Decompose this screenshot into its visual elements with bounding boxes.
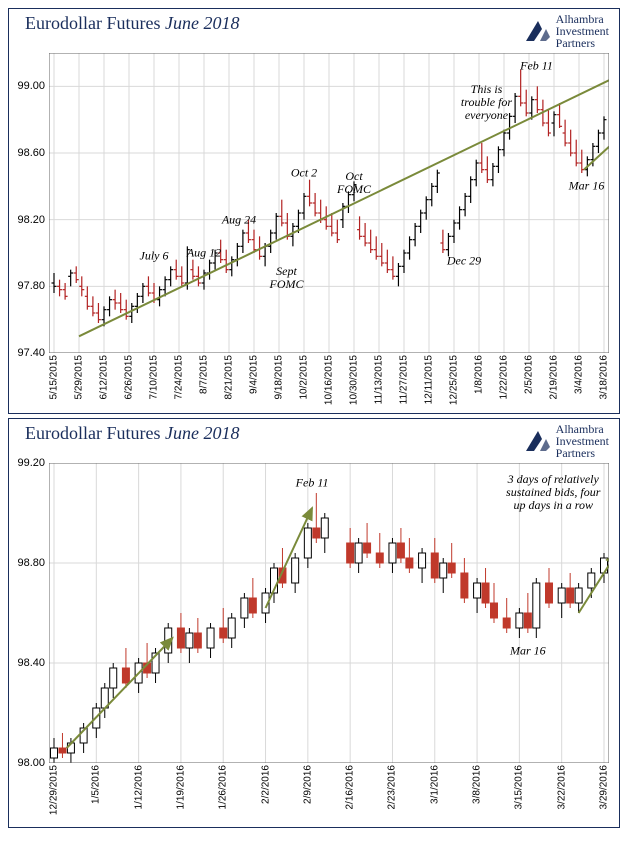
xtick-label: 3/4/2016 [574,355,585,394]
chart-annotation: This is trouble for everyone [461,83,512,123]
xtick-label: 5/15/2015 [49,355,60,400]
chart-annotation: Oct FOMC [337,170,371,196]
page: Eurodollar Futures June 2018 Alhambra In… [0,0,628,836]
ytick-label: 97.80 [17,280,45,292]
top-panel: Eurodollar Futures June 2018 Alhambra In… [8,8,620,414]
chart-annotation: Sept FOMC [270,265,304,291]
xtick-label: 3/29/2016 [599,765,610,810]
xtick-label: 10/16/2015 [324,355,335,405]
title-italic: June 2018 [165,423,239,443]
xtick-label: 2/2/2016 [260,765,271,804]
xtick-label: 7/24/2015 [174,355,185,400]
xtick-label: 1/26/2016 [218,765,229,810]
logo-text: Alhambra Investment Partners [556,423,609,459]
chart-annotation: Mar 16 [510,644,546,657]
chart-annotation: Aug 12 [187,246,221,259]
chart-annotation: Oct 2 [291,166,317,179]
xtick-label: 2/16/2016 [345,765,356,810]
xtick-label: 12/25/2015 [449,355,460,405]
chart-annotation: Dec 29 [447,255,481,268]
xtick-label: 1/8/2016 [474,355,485,394]
ytick-label: 98.20 [17,214,45,226]
xtick-label: 2/23/2016 [387,765,398,810]
chart-annotation: July 6 [140,250,169,263]
xtick-label: 12/29/2015 [49,765,60,815]
logo: Alhambra Investment Partners [524,13,609,49]
xtick-label: 1/22/2016 [499,355,510,400]
chart-annotation: Feb 11 [296,476,329,489]
xtick-label: 3/1/2016 [429,765,440,804]
xtick-label: 1/5/2016 [91,765,102,804]
chart-annotation: Mar 16 [569,180,605,193]
ytick-label: 99.00 [17,80,45,92]
xtick-label: 3/15/2016 [514,765,525,810]
ytick-label: 98.60 [17,147,45,159]
chart-annotation: 3 days of relatively sustained bids, fou… [506,473,600,513]
bottom-plot: 98.0098.4098.8099.2012/29/20151/5/20161/… [49,463,609,763]
logo-icon [524,17,552,45]
logo: Alhambra Investment Partners [524,423,609,459]
xtick-label: 3/18/2016 [599,355,610,400]
chart-annotation: Feb 11 [520,60,553,73]
xtick-label: 2/9/2016 [302,765,313,804]
xtick-label: 8/7/2015 [199,355,210,394]
bottom-chart-title: Eurodollar Futures June 2018 [25,423,239,444]
xtick-label: 6/26/2015 [124,355,135,400]
logo-icon [524,427,552,455]
chart-annotation: Aug 24 [222,213,256,226]
ytick-label: 98.00 [17,757,45,769]
logo-text: Alhambra Investment Partners [556,13,609,49]
xtick-label: 10/30/2015 [349,355,360,405]
logo-line: Partners [556,37,609,49]
xtick-label: 1/12/2016 [133,765,144,810]
ytick-label: 98.40 [17,657,45,669]
title-text: Eurodollar Futures [25,423,165,443]
xtick-label: 11/27/2015 [399,355,410,404]
ytick-label: 97.40 [17,347,45,359]
xtick-label: 6/12/2015 [99,355,110,400]
xtick-label: 3/22/2016 [556,765,567,810]
title-text: Eurodollar Futures [25,13,165,33]
xtick-label: 7/10/2015 [149,355,160,400]
xtick-label: 5/29/2015 [74,355,85,400]
ytick-label: 99.20 [17,457,45,469]
logo-line: Partners [556,447,609,459]
xtick-label: 2/5/2016 [524,355,535,394]
xtick-label: 11/13/2015 [374,355,385,404]
xtick-label: 8/21/2015 [224,355,235,400]
top-chart-title: Eurodollar Futures June 2018 [25,13,239,34]
xtick-label: 2/19/2016 [549,355,560,400]
xtick-label: 12/11/2015 [424,355,435,404]
bottom-title-row: Eurodollar Futures June 2018 Alhambra In… [9,419,619,459]
xtick-label: 1/19/2016 [175,765,186,810]
xtick-label: 10/2/2015 [299,355,310,400]
title-italic: June 2018 [165,13,239,33]
xtick-label: 9/4/2015 [249,355,260,394]
bottom-panel: Eurodollar Futures June 2018 Alhambra In… [8,418,620,828]
xtick-label: 9/18/2015 [274,355,285,400]
top-title-row: Eurodollar Futures June 2018 Alhambra In… [9,9,619,49]
xtick-label: 3/8/2016 [472,765,483,804]
top-plot: 97.4097.8098.2098.6099.005/15/20155/29/2… [49,53,609,353]
ytick-label: 98.80 [17,557,45,569]
